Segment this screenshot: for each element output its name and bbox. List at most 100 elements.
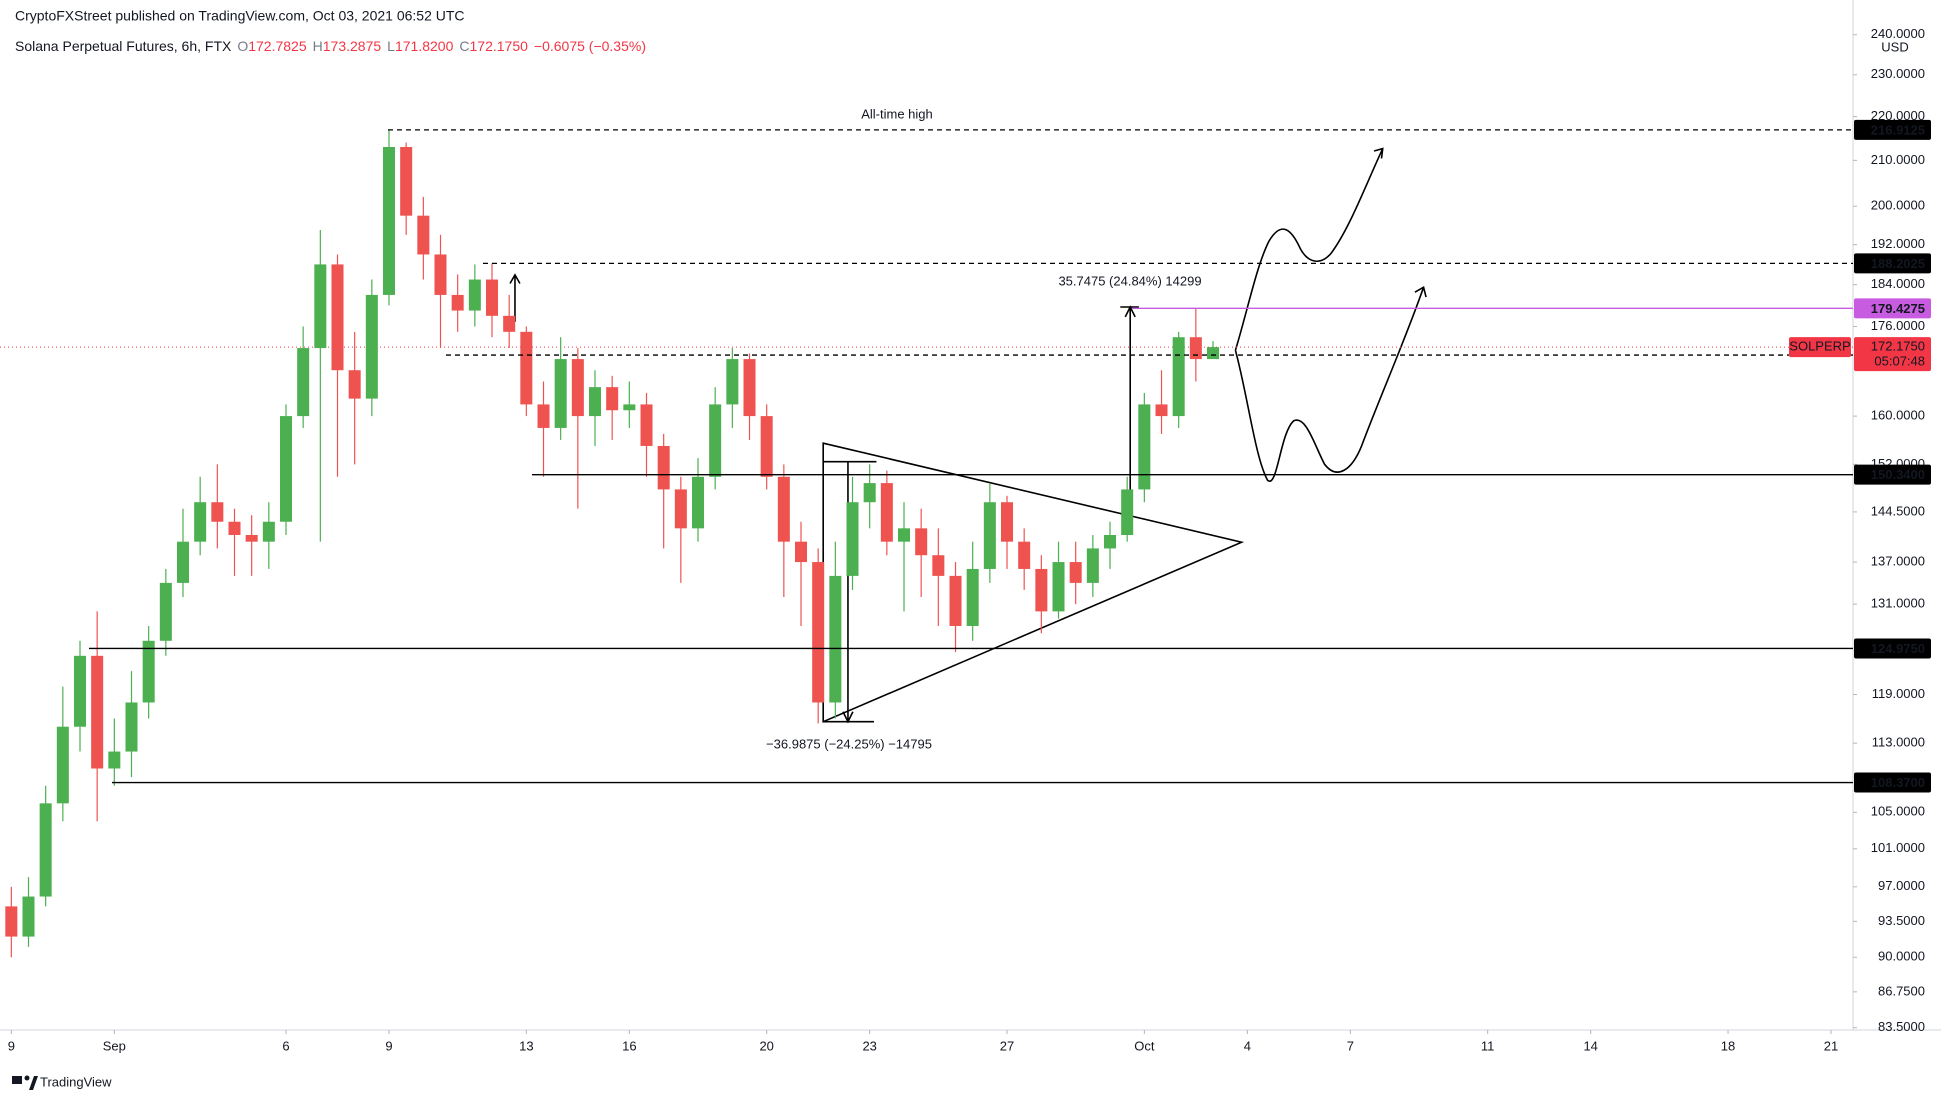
countdown-label: 05:07:48 xyxy=(1874,354,1925,369)
candle-body xyxy=(1086,548,1099,583)
x-tick-label: 4 xyxy=(1244,1038,1251,1053)
candle-body xyxy=(468,279,481,311)
symbol-box xyxy=(1789,337,1851,358)
price-line-box xyxy=(1854,638,1931,659)
measure-up xyxy=(1120,307,1139,517)
header-title: CryptoFXStreet published on TradingView.… xyxy=(15,8,465,24)
candle-body xyxy=(485,279,499,316)
candle-body xyxy=(966,568,979,626)
candle-body xyxy=(674,489,687,529)
candle-body xyxy=(262,521,275,542)
candle-body xyxy=(983,502,996,569)
symbol-label: SOLPERP xyxy=(1789,339,1850,354)
legend-line: Solana Perpetual Futures, 6h, FTX O172.78… xyxy=(15,38,646,54)
x-tick-label: 16 xyxy=(622,1038,636,1053)
projection-2 xyxy=(1235,287,1426,481)
legend-o: O xyxy=(237,38,248,54)
candle-body xyxy=(812,562,825,703)
candle-body xyxy=(1104,534,1117,549)
y-tick-label: 93.5000 xyxy=(1878,913,1925,928)
candle-body xyxy=(743,359,756,417)
price-line-label: 124.9750 xyxy=(1871,641,1925,656)
price-line-box xyxy=(1854,772,1931,793)
x-tick-label: 9 xyxy=(8,1038,15,1053)
x-tick-label: 18 xyxy=(1721,1038,1735,1053)
y-tick-label: 86.7500 xyxy=(1878,983,1925,998)
x-tick-label: 11 xyxy=(1481,1038,1495,1053)
candle-body xyxy=(314,264,327,349)
y-tick-label: 90.0000 xyxy=(1878,949,1925,964)
candle-body xyxy=(709,404,722,477)
candle-body xyxy=(571,359,584,417)
candle-body xyxy=(1001,502,1014,542)
y-tick-label: 192.0000 xyxy=(1871,236,1925,251)
candle-body xyxy=(159,582,172,641)
legend-c: C xyxy=(459,38,469,54)
legend-h-value: 173.2875 xyxy=(323,38,382,54)
y-tick-label: 83.5000 xyxy=(1878,1019,1925,1034)
candle-body xyxy=(22,896,35,937)
candle-body xyxy=(56,726,69,804)
current-price-label: 172.1750 xyxy=(1871,339,1925,354)
arrow-up xyxy=(510,275,520,322)
candle-body xyxy=(657,445,670,490)
y-tick-label: 101.0000 xyxy=(1871,840,1925,855)
candle-body xyxy=(228,521,241,535)
candle-body xyxy=(73,655,87,727)
y-tick-label: 137.0000 xyxy=(1871,553,1925,568)
legend-c-value: 172.1750 xyxy=(470,38,529,54)
candle-body xyxy=(382,146,396,295)
x-tick-label: 21 xyxy=(1824,1038,1838,1053)
candle-body xyxy=(554,359,567,428)
candle-body xyxy=(898,528,911,542)
candle-body xyxy=(400,146,413,216)
candle-body xyxy=(949,575,962,626)
y-tick-label: 210.0000 xyxy=(1871,152,1925,167)
y-tick-label: 144.5000 xyxy=(1871,503,1925,518)
candle-body xyxy=(1172,337,1185,417)
candle-body xyxy=(795,541,808,563)
candle-body xyxy=(503,315,516,332)
price-line-label: 150.3400 xyxy=(1871,467,1925,482)
candle-body xyxy=(829,575,842,703)
candle-body xyxy=(606,387,619,411)
x-tick-label: 13 xyxy=(519,1038,533,1053)
candle-body xyxy=(108,751,121,769)
y-tick-label: 113.0000 xyxy=(1872,735,1925,750)
candle-body xyxy=(623,404,636,411)
legend-change: −0.6075 (−0.35%) xyxy=(534,38,646,54)
legend-l: L xyxy=(387,38,395,54)
candle-body xyxy=(1035,568,1048,612)
candle-body xyxy=(245,534,258,542)
candle-body xyxy=(1018,541,1031,569)
candle-body xyxy=(880,483,893,542)
candle-body xyxy=(279,416,293,522)
y-tick-label: 240.0000 xyxy=(1871,26,1925,41)
legend-symbol: Solana Perpetual Futures, 6h, FTX xyxy=(15,38,232,54)
x-tick-label: 7 xyxy=(1347,1038,1354,1053)
y-tick-label: 160.0000 xyxy=(1871,408,1925,423)
candle-body xyxy=(1155,404,1168,417)
y-tick-label: 176.0000 xyxy=(1871,318,1925,333)
drawings xyxy=(510,149,1426,722)
candle-body xyxy=(1121,489,1134,535)
candle-body xyxy=(846,502,859,576)
y-tick-label: 119.0000 xyxy=(1872,686,1925,701)
logo-dot xyxy=(24,1075,30,1081)
candle-body xyxy=(520,331,533,405)
candle-body xyxy=(1207,347,1220,360)
candle-body xyxy=(365,294,378,399)
price-line-box xyxy=(1854,253,1931,274)
candle-body xyxy=(348,370,361,399)
y-tick-label: 105.0000 xyxy=(1871,804,1925,819)
x-tick-label: 6 xyxy=(282,1038,289,1053)
candle-body xyxy=(863,483,876,503)
y-tick-label: 220.0000 xyxy=(1871,108,1925,123)
price-line-box xyxy=(1854,464,1931,485)
candle-body xyxy=(932,555,945,576)
candle-body xyxy=(297,348,310,417)
candle-body xyxy=(5,906,18,937)
candle-body xyxy=(726,359,739,405)
footer-brand: TradingView xyxy=(40,1074,112,1089)
